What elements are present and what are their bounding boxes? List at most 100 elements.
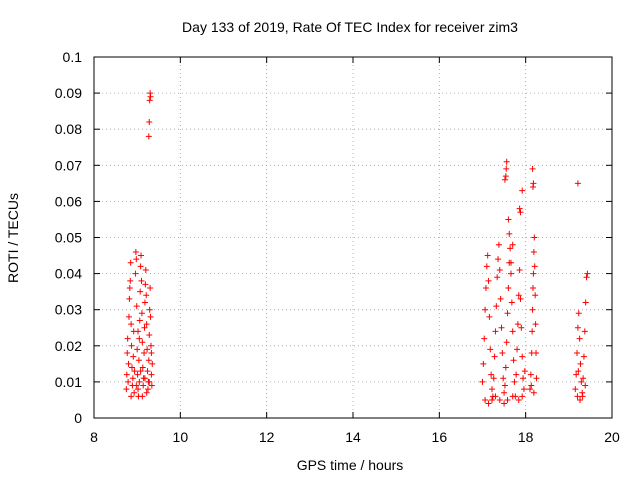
x-tick-label: 18	[518, 429, 534, 445]
x-tick-label: 20	[604, 429, 620, 445]
data-point	[503, 165, 510, 172]
data-point	[530, 270, 537, 277]
data-point	[126, 285, 133, 292]
data-point	[146, 118, 153, 125]
data-point	[516, 266, 523, 273]
data-point	[505, 216, 512, 223]
data-point	[481, 335, 488, 342]
data-point	[482, 396, 489, 403]
data-point	[129, 375, 136, 382]
data-point	[500, 375, 507, 382]
data-point	[508, 299, 515, 306]
data-point	[133, 303, 140, 310]
data-point	[488, 386, 495, 393]
data-point	[530, 285, 537, 292]
data-point	[574, 350, 581, 357]
data-point	[479, 378, 486, 385]
data-point	[148, 350, 155, 357]
data-point	[137, 263, 144, 270]
data-point	[142, 281, 149, 288]
data-point	[581, 328, 588, 335]
data-point	[494, 274, 501, 281]
data-point	[490, 375, 497, 382]
data-point	[532, 292, 539, 299]
data-point	[575, 310, 582, 317]
data-point	[573, 371, 580, 378]
data-point	[495, 256, 502, 263]
data-point	[492, 393, 499, 400]
data-point	[143, 321, 150, 328]
y-tick-label: 0.01	[55, 374, 82, 390]
x-axis-label: GPS time / hours	[297, 457, 404, 473]
grid	[94, 57, 612, 418]
data-point	[141, 299, 148, 306]
data-point	[125, 313, 132, 320]
data-point	[493, 303, 500, 310]
data-point	[532, 321, 539, 328]
data-point	[492, 328, 499, 335]
data-point	[124, 350, 131, 357]
data-point	[128, 364, 135, 371]
data-point	[144, 368, 151, 375]
y-tick-label: 0.07	[55, 157, 82, 173]
data-point	[579, 393, 586, 400]
y-tick-label: 0.05	[55, 230, 82, 246]
data-point	[501, 176, 508, 183]
data-point	[128, 393, 135, 400]
data-point	[529, 328, 536, 335]
chart-title: Day 133 of 2019, Rate Of TEC Index for r…	[182, 19, 518, 35]
data-point	[135, 386, 142, 393]
data-point	[482, 306, 489, 313]
data-point	[574, 393, 581, 400]
data-point	[136, 335, 143, 342]
data-point	[515, 292, 522, 299]
data-point	[146, 378, 153, 385]
data-point	[125, 360, 132, 367]
data-point	[145, 357, 152, 364]
data-point	[145, 133, 152, 140]
x-tick-label: 14	[345, 429, 361, 445]
data-point	[530, 248, 537, 255]
data-point	[530, 180, 537, 187]
data-point	[486, 313, 493, 320]
data-point	[480, 360, 487, 367]
data-point	[521, 368, 528, 375]
data-point	[582, 382, 589, 389]
data-point	[516, 205, 523, 212]
data-point	[518, 324, 525, 331]
data-points	[123, 90, 591, 407]
data-point	[146, 306, 153, 313]
data-point	[136, 378, 143, 385]
data-point	[519, 393, 526, 400]
data-point	[132, 248, 139, 255]
data-point	[141, 350, 148, 357]
data-point	[520, 375, 527, 382]
data-point	[575, 368, 582, 375]
data-point	[517, 209, 524, 216]
data-point	[504, 310, 511, 317]
data-point	[147, 285, 154, 292]
data-point	[135, 328, 142, 335]
data-point	[130, 353, 137, 360]
data-point	[584, 270, 591, 277]
data-point	[533, 350, 540, 357]
data-point	[514, 346, 521, 353]
data-point	[143, 292, 150, 299]
data-point	[504, 396, 511, 403]
data-point	[147, 93, 154, 100]
data-point	[125, 378, 132, 385]
data-point	[511, 378, 518, 385]
data-point	[583, 274, 590, 281]
data-point	[135, 357, 142, 364]
data-point	[149, 360, 156, 367]
data-point	[510, 357, 517, 364]
data-point	[139, 393, 146, 400]
y-tick-label: 0.06	[55, 193, 82, 209]
data-point	[148, 382, 155, 389]
data-point	[139, 364, 146, 371]
data-point	[527, 371, 534, 378]
data-point	[576, 335, 583, 342]
data-point	[503, 339, 510, 346]
